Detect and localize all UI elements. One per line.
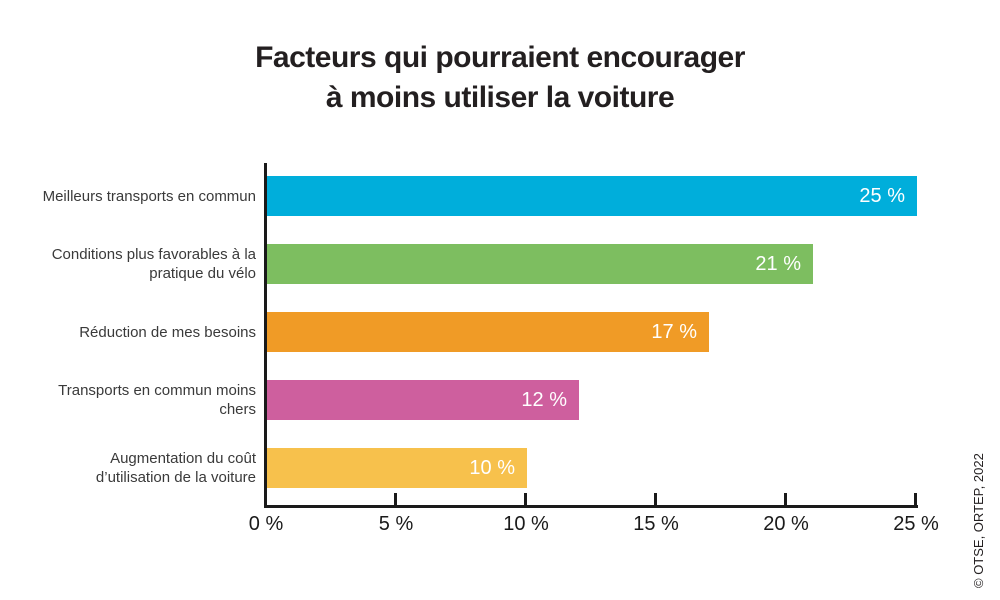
- x-axis-tick-label: 0 %: [248, 513, 284, 535]
- bar: 10 %: [267, 448, 527, 488]
- source-credit: © OTSE, ORTEP, 2022: [971, 453, 986, 588]
- bar: 12 %: [267, 380, 579, 420]
- x-axis-tick-label: 5 %: [378, 513, 414, 535]
- bar: 21 %: [267, 244, 813, 284]
- bar: 17 %: [267, 312, 709, 352]
- bar-category-label: Augmentation du coût d’utilisation de la…: [95, 450, 256, 486]
- x-axis-tick: [654, 493, 657, 505]
- bar-category-label: Meilleurs transports en commun: [42, 187, 256, 205]
- x-axis-tick-label: 15 %: [633, 513, 679, 535]
- x-axis-tick: [914, 493, 917, 505]
- bar-value-label: 17 %: [651, 321, 697, 343]
- y-axis-line: [264, 163, 267, 508]
- bar-category-label: Réduction de mes besoins: [79, 323, 256, 341]
- bar: 25 %: [267, 176, 917, 216]
- x-axis-tick-label: 10 %: [503, 513, 549, 535]
- bar-category-label: Transports en commun moins chers: [58, 382, 256, 418]
- bar-value-label: 12 %: [521, 389, 567, 411]
- x-axis-tick: [394, 493, 397, 505]
- x-axis-tick-label: 25 %: [893, 513, 939, 535]
- chart-title: Facteurs qui pourraient encourager à moi…: [0, 38, 1000, 118]
- x-axis-tick: [784, 493, 787, 505]
- chart-title-line2: à moins utiliser la voiture: [325, 81, 675, 114]
- x-axis-tick: [524, 493, 527, 505]
- chart-title-line1: Facteurs qui pourraient encourager: [255, 41, 745, 74]
- bar-value-label: 21 %: [755, 253, 801, 275]
- bar-value-label: 10 %: [469, 457, 515, 479]
- bar-category-label: Conditions plus favorables à la pratique…: [51, 246, 256, 282]
- x-axis-line: [264, 505, 918, 508]
- x-axis-tick-label: 20 %: [763, 513, 809, 535]
- bar-value-label: 25 %: [859, 185, 905, 207]
